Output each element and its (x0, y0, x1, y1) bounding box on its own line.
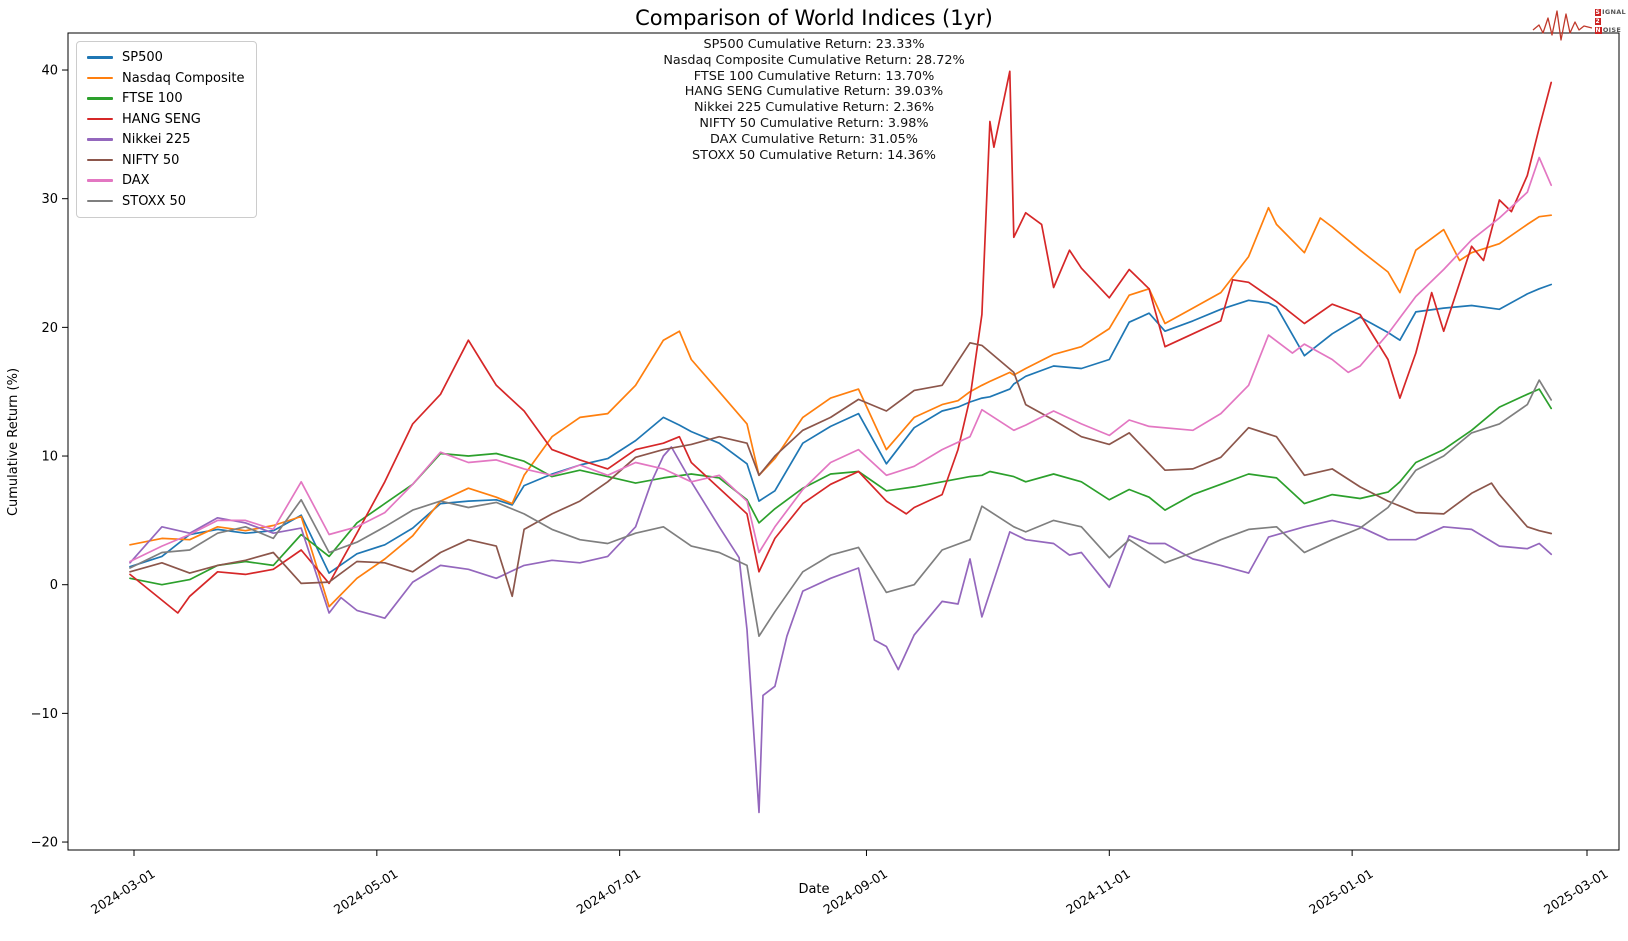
legend-swatch (87, 138, 113, 141)
legend-label: Nikkei 225 (122, 132, 191, 147)
series-line-dax (129, 156, 1553, 563)
series-line-ftse100 (129, 388, 1553, 586)
logo-letter-box: 2 (1594, 18, 1601, 25)
signal2noise-logo: S IGNAL 2 N OISE (1532, 5, 1627, 45)
x-tick-label: 2024-03-01 (88, 866, 158, 917)
y-tick-label: −20 (31, 836, 58, 851)
series-line-nifty50 (129, 341, 1553, 598)
logo-letter-box: N (1594, 27, 1602, 34)
legend-label: DAX (122, 173, 150, 188)
legend-item-nasdaq: Nasdaq Composite (87, 71, 244, 86)
y-tick-label: 10 (41, 450, 58, 465)
series-line-sp500 (129, 283, 1553, 574)
annotation-line: Nasdaq Composite Cumulative Return: 28.7… (663, 52, 965, 68)
x-axis-label: Date (798, 882, 829, 897)
x-tick-label: 2024-11-01 (1063, 866, 1133, 917)
logo-row: 2 (1594, 17, 1627, 25)
y-tick-label: 20 (41, 321, 58, 336)
annotation-line: NIFTY 50 Cumulative Return: 3.98% (699, 115, 929, 131)
legend-label: HANG SENG (122, 111, 201, 127)
y-axis-label: Cumulative Return (%) (6, 368, 21, 516)
x-tick-label: 2025-03-01 (1541, 866, 1611, 917)
annotation-line: Nikkei 225 Cumulative Return: 2.36% (693, 100, 935, 116)
y-tick-label: −10 (31, 707, 58, 722)
waveform-icon (1532, 10, 1592, 41)
legend-label: STOXX 50 (122, 193, 187, 209)
y-tick-label: 30 (41, 192, 58, 207)
series-line-nasdaq (129, 206, 1553, 608)
legend-item-sp500: SP500 (87, 50, 244, 65)
logo-row: S IGNAL (1594, 8, 1626, 16)
logo-letter-box: S (1594, 9, 1602, 16)
y-tick-label: 40 (41, 64, 58, 79)
legend-label: NIFTY 50 (122, 152, 180, 168)
series-line-stoxx50 (129, 379, 1553, 638)
plot-border (67, 32, 1620, 851)
series-line-hangseng (129, 70, 1553, 614)
legend-swatch (87, 199, 113, 203)
chart-title: Comparison of World Indices (1yr) (635, 6, 993, 30)
x-tick-label: 2024-07-01 (574, 866, 644, 917)
legend-item-ftse100: FTSE 100 (87, 91, 244, 106)
legend-swatch (87, 117, 113, 121)
legend-label: FTSE 100 (122, 91, 183, 106)
logo-row: N OISE (1594, 26, 1622, 34)
annotation-line: STOXX 50 Cumulative Return: 14.36% (692, 147, 936, 163)
legend-swatch (87, 76, 113, 80)
legend-label: Nasdaq Composite (122, 70, 245, 86)
legend-item-nifty50: NIFTY 50 (87, 153, 244, 168)
legend-item-dax: DAX (87, 173, 244, 188)
annotations: SP500 Cumulative Return: 23.33% Nasdaq Co… (663, 37, 964, 163)
annotation-line: SP500 Cumulative Return: 23.33% (703, 37, 925, 52)
legend-item-stoxx50: STOXX 50 (87, 194, 244, 209)
annotation-line: FTSE 100 Cumulative Return: 13.70% (693, 68, 935, 84)
legend: SP500 Nasdaq Composite FTSE 100 HANG SENG Ni… (76, 41, 258, 218)
legend-item-hangseng: HANG SENG (87, 112, 244, 127)
x-tick-label: 2024-05-01 (331, 866, 401, 917)
legend-swatch (87, 97, 113, 100)
legend-swatch (87, 158, 113, 162)
annotation-line: DAX Cumulative Return: 31.05% (710, 131, 918, 147)
y-tick-label: 0 (50, 578, 58, 593)
legend-label: SP500 (122, 50, 163, 65)
series-line-nikkei225 (129, 446, 1553, 814)
logo-text: S IGNAL 2 N OISE (1594, 8, 1627, 34)
annotation-line: HANG SENG Cumulative Return: 39.03% (684, 84, 944, 100)
legend-item-nikkei225: Nikkei 225 (87, 132, 244, 147)
legend-swatch (87, 56, 113, 59)
legend-swatch (87, 179, 113, 182)
x-tick-label: 2024-09-01 (820, 866, 890, 917)
x-tick-label: 2025-01-01 (1306, 866, 1376, 917)
